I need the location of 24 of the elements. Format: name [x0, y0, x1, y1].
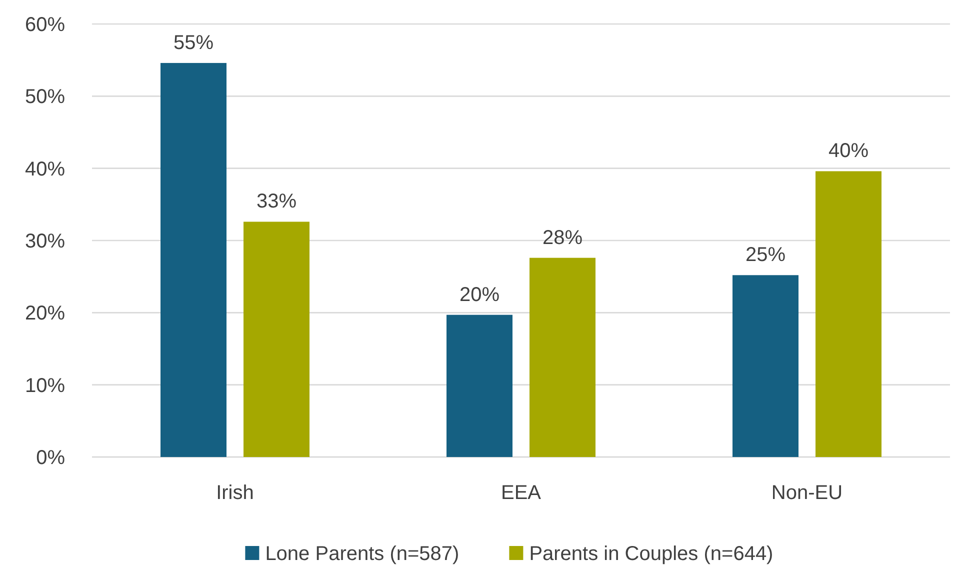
data-label: 55% — [173, 32, 214, 54]
legend-label: Parents in Couples (n=644) — [529, 543, 774, 565]
y-tick-label: 20% — [24, 302, 66, 325]
bar — [244, 222, 310, 457]
data-label: 33% — [256, 190, 297, 213]
data-label: 20% — [459, 284, 500, 306]
y-tick-label: 10% — [24, 374, 66, 397]
bar — [732, 275, 798, 457]
x-tick-label: EEA — [500, 482, 542, 504]
data-label: 25% — [745, 244, 786, 266]
bar — [816, 171, 882, 457]
y-tick-label: 40% — [24, 158, 66, 180]
y-tick-label: 0% — [36, 447, 66, 469]
x-tick-label: Non-EU — [771, 482, 843, 504]
data-label: 40% — [828, 140, 869, 162]
data-label: 28% — [542, 226, 583, 249]
x-tick-label: Irish — [216, 482, 254, 504]
legend-label: Lone Parents (n=587) — [265, 543, 460, 565]
y-tick-label: 30% — [24, 230, 66, 252]
bar — [160, 62, 226, 457]
bar — [446, 314, 512, 457]
bar — [530, 258, 596, 457]
y-tick-label: 50% — [24, 86, 66, 108]
y-tick-label: 60% — [24, 14, 66, 36]
